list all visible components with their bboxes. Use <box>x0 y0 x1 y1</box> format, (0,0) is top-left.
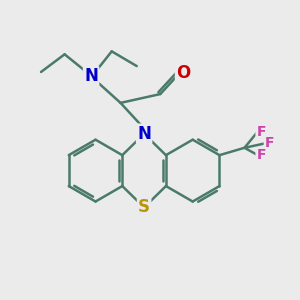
Text: O: O <box>176 64 190 82</box>
Text: F: F <box>265 136 274 150</box>
Text: F: F <box>256 148 266 162</box>
Text: F: F <box>256 124 266 139</box>
Text: N: N <box>84 68 98 85</box>
Text: S: S <box>138 198 150 216</box>
Text: N: N <box>137 125 151 143</box>
